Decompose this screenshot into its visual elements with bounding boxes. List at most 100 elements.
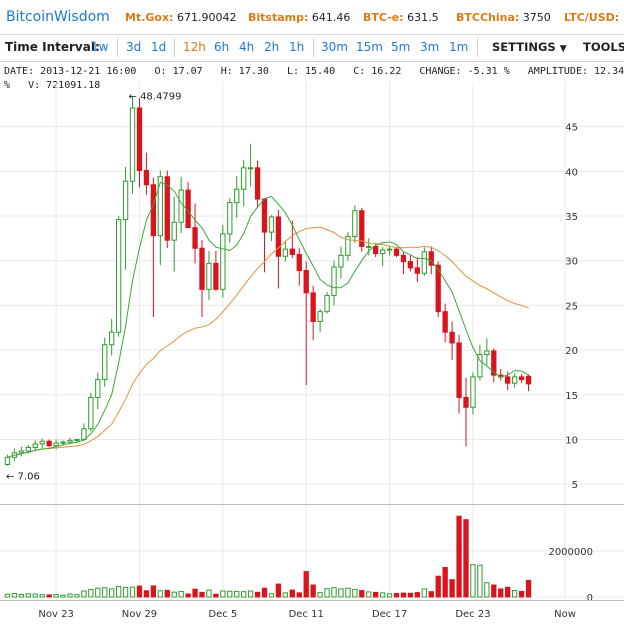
ticker-price: 631.5	[407, 11, 439, 24]
candle-body	[122, 180, 129, 221]
ticker-price: 1	[623, 11, 624, 24]
toolbar-divider	[477, 38, 478, 57]
interval-4h[interactable]: 4h	[239, 40, 255, 54]
interval-15m[interactable]: 15m	[356, 40, 383, 54]
volume-bar	[428, 591, 434, 598]
interval-2h[interactable]: 2h	[264, 40, 280, 54]
candle-body	[81, 428, 87, 440]
volume-bar	[4, 593, 11, 598]
candle-body	[518, 376, 525, 381]
volume-bar	[171, 591, 177, 598]
ticker-price: 3750	[522, 11, 551, 24]
candle-body	[303, 270, 309, 294]
interval-3m[interactable]: 3m	[420, 40, 440, 54]
volume-bar	[46, 594, 52, 598]
ohlc-info-line: DATE: 2013-12-21 16:00 O: 17.07 H: 17.30…	[4, 66, 624, 77]
candle-body	[366, 245, 372, 248]
candle-body	[150, 184, 157, 237]
interval-6h[interactable]: 6h	[214, 40, 230, 54]
volume-bar	[199, 591, 205, 598]
tools-menu[interactable]: TOOLS	[583, 40, 624, 54]
volume-bar	[261, 587, 268, 598]
candle-body	[289, 248, 295, 255]
interval-5m[interactable]: 5m	[391, 40, 411, 54]
volume-bar	[234, 590, 240, 598]
price-tick-label: 20	[565, 346, 578, 357]
volume-bar	[11, 593, 18, 598]
settings-menu[interactable]: SETTINGS ▼	[492, 40, 567, 54]
price-chart[interactable]: 5 10 15 20 25 30 35 40 45 0 2000000 Nov 23 Nov 29 Dec…	[0, 62, 624, 628]
candle-body	[39, 440, 45, 445]
ticker-btcchina[interactable]: BTCChina: 3750	[456, 11, 551, 24]
low-price-marker: ← 7.06	[6, 472, 40, 483]
interval-1m[interactable]: 1m	[449, 40, 469, 54]
volume-bar	[268, 593, 275, 598]
interval-1h[interactable]: 1h	[289, 40, 305, 54]
toolbar-divider	[313, 38, 314, 57]
ticker-btce[interactable]: BTC-e: 631.5	[363, 11, 439, 24]
time-tick-label: Dec 5	[208, 609, 237, 620]
candle-body	[178, 189, 184, 223]
volume-bar	[254, 591, 261, 598]
ticker-ltcusd[interactable]: LTC/USD: 1	[564, 11, 624, 24]
ticker-mtgox[interactable]: Mt.Gox: 671.90042	[125, 11, 236, 24]
candle-body	[171, 221, 177, 241]
interval-toolbar: Time Interval: 1w 3d 1d 12h 6h 4h 2h 1h …	[0, 35, 624, 62]
high-price-marker: ← 48.4799	[129, 92, 182, 103]
time-tick-label: Dec 17	[372, 609, 407, 620]
candle-body	[505, 376, 511, 384]
candle-body	[379, 249, 386, 255]
volume-bar	[18, 593, 25, 598]
volume-bar	[164, 589, 170, 598]
candle-body	[442, 311, 448, 333]
volume-bar	[95, 587, 101, 598]
volume-bar	[373, 591, 379, 598]
candle-body	[220, 233, 226, 290]
volume-tick-label: 2000000	[548, 547, 593, 558]
interval-1d[interactable]: 1d	[151, 40, 167, 54]
volume-bar	[122, 586, 129, 598]
candle-body	[386, 248, 393, 251]
candle-body	[32, 443, 38, 448]
ticker-price: 671.90042	[176, 11, 237, 24]
volume-tick-label: 0	[587, 593, 593, 604]
volume-bar	[53, 593, 59, 598]
volume-bar	[88, 588, 94, 598]
candle-body	[296, 253, 302, 272]
volume-bar	[331, 587, 337, 598]
interval-3d[interactable]: 3d	[126, 40, 142, 54]
volume-bar	[470, 564, 476, 598]
volume-bar	[81, 590, 87, 598]
volume-bar	[206, 589, 212, 598]
volume-bar	[421, 588, 427, 598]
volume-bar	[74, 594, 80, 598]
interval-12h[interactable]: 12h	[183, 40, 206, 54]
moving-average-short	[7, 181, 529, 458]
time-tick-label: Now	[554, 609, 576, 620]
candle-body	[275, 216, 282, 257]
volume-bar	[241, 591, 247, 598]
candle-body	[241, 167, 247, 190]
candle-body	[199, 247, 205, 290]
candle-body	[393, 248, 400, 256]
candle-body	[352, 210, 358, 238]
candle-body	[143, 169, 150, 186]
volume-bar	[317, 592, 323, 598]
site-logo[interactable]: BitcoinWisdom	[6, 9, 110, 25]
candle-body	[407, 261, 414, 269]
ticker-exchange: Bitstamp:	[248, 11, 309, 24]
candle-body	[317, 311, 323, 322]
candle-body	[74, 438, 80, 441]
ticker-bitstamp[interactable]: Bitstamp: 641.46	[248, 11, 350, 24]
volume-bar	[442, 566, 448, 598]
volume-bar	[463, 519, 469, 598]
price-tick-label: 30	[565, 257, 578, 268]
candle-body	[310, 292, 316, 322]
candle-body	[157, 176, 163, 237]
volume-bar	[456, 515, 462, 598]
interval-1w[interactable]: 1w	[91, 40, 109, 54]
interval-30m[interactable]: 30m	[321, 40, 348, 54]
volume-bar	[477, 564, 483, 598]
candle-body	[213, 262, 219, 290]
volume-bars	[4, 515, 532, 598]
